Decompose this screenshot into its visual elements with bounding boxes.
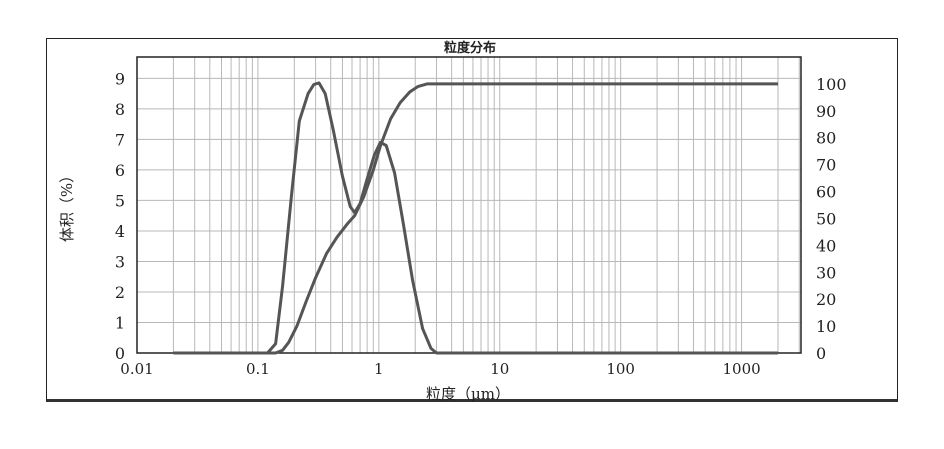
y-tick-label: 1 <box>115 313 125 332</box>
y2-tick-label: 50 <box>816 209 836 228</box>
chart-frame <box>46 38 898 402</box>
x-tick-label: 10 <box>490 360 509 378</box>
y2-tick-label: 80 <box>816 129 836 148</box>
y-axis-label: 体积（%） <box>58 168 76 242</box>
y-tick-label: 2 <box>115 283 125 302</box>
y2-tick-label: 40 <box>816 236 836 255</box>
y2-tick-label: 100 <box>816 75 847 94</box>
y-tick-label: 4 <box>115 222 125 241</box>
y2-tick-label: 70 <box>816 156 836 175</box>
y-tick-label: 7 <box>115 130 125 149</box>
plot-area <box>136 56 802 354</box>
cumulative-curve <box>173 82 778 355</box>
x-axis-label: 粒度（μm） <box>426 385 510 403</box>
x-tick-label: 0.01 <box>120 360 153 378</box>
x-tick-label: 1 <box>374 360 384 378</box>
y2-tick-label: 30 <box>816 263 836 282</box>
y-tick-label: 5 <box>115 191 125 210</box>
series-lines <box>173 81 778 355</box>
tick-labels: 0.01 0.1 1 10 100 100001234567890102030405060… <box>115 69 847 378</box>
density-curve <box>173 81 778 355</box>
y2-tick-label: 90 <box>816 102 836 121</box>
y2-tick-label: 0 <box>816 344 826 363</box>
x-tick-label: 1000 <box>722 360 760 378</box>
y2-tick-label: 20 <box>816 290 836 309</box>
y2-tick-label: 10 <box>816 317 836 336</box>
y-tick-label: 9 <box>115 69 125 88</box>
x-tick-label: 100 <box>606 360 635 378</box>
x-tick-label: 0.1 <box>246 360 270 378</box>
grid <box>137 57 801 353</box>
y-tick-label: 8 <box>115 100 125 119</box>
y-tick-label: 6 <box>115 161 125 180</box>
chart-title: 粒度分布 <box>444 40 496 56</box>
y-tick-label: 3 <box>115 252 125 271</box>
y-tick-label: 0 <box>115 344 125 363</box>
y2-tick-label: 60 <box>816 183 836 202</box>
